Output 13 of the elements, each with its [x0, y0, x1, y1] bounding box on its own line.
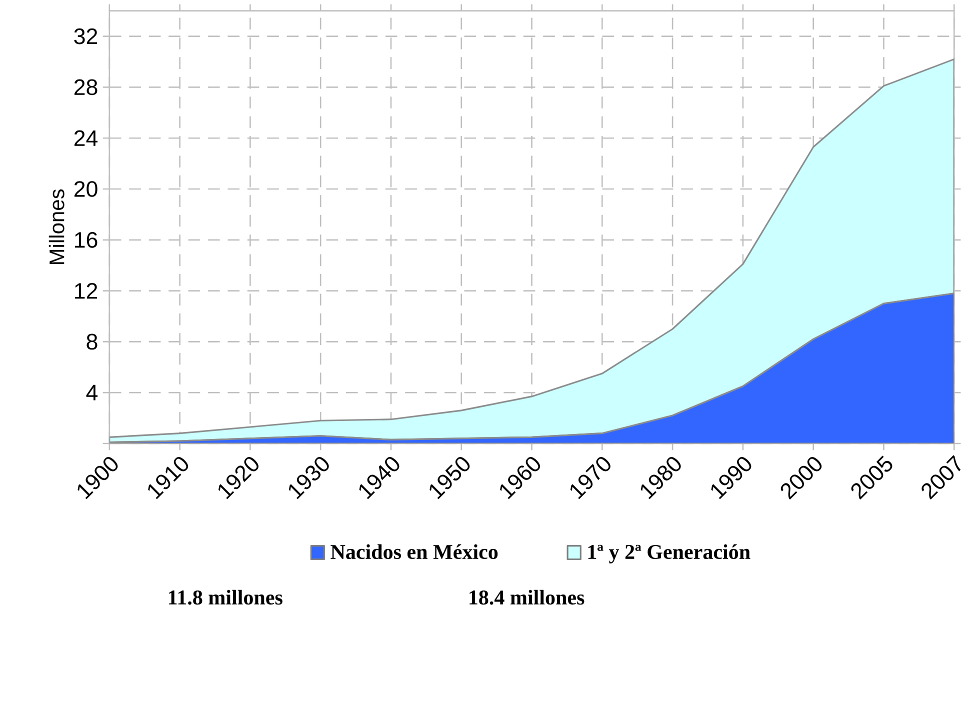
y-tick-label: 4: [86, 385, 98, 400]
text: 18.4 millones: [470, 590, 584, 605]
legend-label: Nacidos en México: [330, 544, 498, 560]
y-tick-label: 16: [75, 232, 98, 248]
y-tick-label: 32: [74, 28, 98, 44]
y-axis-title: Millones: [48, 190, 64, 264]
y-tick-label: 8: [86, 334, 98, 350]
y-tick-label: 28: [74, 79, 98, 96]
y-tick-label: 24: [74, 130, 98, 146]
text: 11.8 millones: [168, 590, 282, 605]
y-tick-label: 12: [75, 283, 98, 299]
y-tick-label: 20: [74, 181, 98, 198]
legend-label: 1ª y 2ª Generación: [588, 544, 750, 564]
